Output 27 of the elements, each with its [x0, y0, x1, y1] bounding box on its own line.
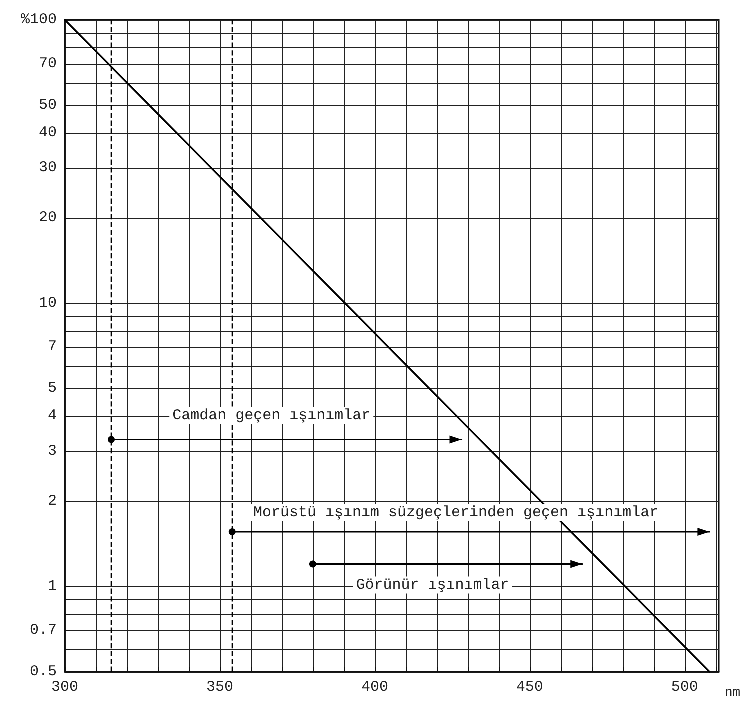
y-tick-label: 40	[38, 124, 57, 142]
point	[309, 560, 316, 568]
y-tick-label: 4	[48, 408, 57, 425]
x-tick-label: 450	[516, 679, 544, 696]
y-tick-label: 3	[48, 443, 57, 460]
y-tick-label: 10	[38, 294, 57, 312]
y-tick-label: 50	[38, 96, 57, 114]
point	[108, 436, 115, 444]
annotation: Morüstü ışınım süzgeçlerinden geçen ışınımlar	[254, 504, 659, 522]
point	[228, 528, 236, 536]
y-tick-label: 7	[48, 338, 57, 356]
y-tick-label: 2	[48, 492, 57, 510]
y-tick-label: 30	[38, 160, 57, 177]
x-tick-label: 350	[206, 679, 234, 696]
x-tick-label: 500	[671, 679, 698, 696]
y-tick-label: 20	[38, 210, 57, 227]
annotation: Görünür ışınımlar	[356, 576, 510, 594]
x-tick-label: 400	[361, 679, 388, 696]
y-tick-label: 0.7	[30, 622, 57, 640]
y-tick-label: 5	[48, 380, 57, 398]
y-tick-label: 70	[38, 55, 57, 72]
annotation: Camdan geçen ışınımlar	[172, 407, 371, 424]
x-tick-label: 300	[51, 679, 79, 696]
y-tick-label: 1	[48, 578, 57, 596]
x-axis-title: nm	[725, 685, 741, 700]
y-tick-label: %100	[20, 12, 57, 28]
y-tick-label: 0.5	[30, 664, 57, 680]
